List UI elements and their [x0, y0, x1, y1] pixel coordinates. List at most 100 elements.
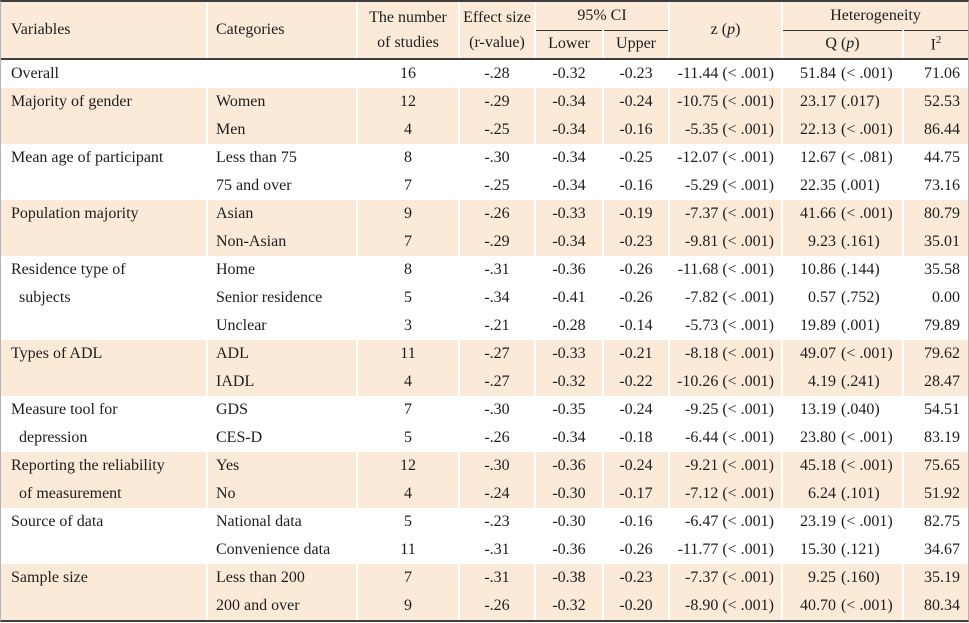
cell-n-studies: 7 — [356, 172, 459, 200]
cell-category: Convenience data — [206, 536, 357, 564]
cell-z-p: -6.44 (< .001) — [668, 424, 783, 452]
cell-i-squared: 79.89 — [902, 312, 969, 340]
col-ci-upper: Upper — [601, 30, 670, 60]
cell-z-p: -12.07 (< .001) — [668, 144, 783, 172]
cell-i-squared: 86.44 — [902, 116, 969, 144]
cell-category: CES-D — [206, 424, 357, 452]
cell-category: Asian — [206, 200, 357, 228]
cell-ci-upper: -0.19 — [601, 200, 670, 228]
cell-i-squared: 83.19 — [902, 424, 969, 452]
table-row: 75 and over 7 -.25 -0.34 -0.16 -5.29 (< .001)… — [1, 172, 969, 200]
table-row: CES-D 5 -.26 -0.34 -0.18 -6.44 (< .001) 23.80(… — [1, 424, 969, 452]
cell-n-studies: 5 — [356, 424, 459, 452]
col-z-p: z (p) — [668, 2, 783, 60]
cell-ci-lower: -0.34 — [534, 116, 603, 144]
table-row: Source of data National data 5 -.23 -0.30 -0.… — [1, 508, 969, 564]
cell-ci-upper: -0.24 — [601, 452, 670, 480]
cell-effect-size: -.30 — [458, 396, 535, 424]
cell-z-p: -10.75 (< .001) — [668, 88, 783, 116]
cell-q-p: 49.07 (< .001) — [781, 340, 904, 368]
cell-n-studies: 4 — [356, 116, 459, 144]
cell-ci-lower: -0.41 — [534, 284, 603, 312]
cell-z-p: -5.29 (< .001) — [668, 172, 783, 200]
cell-n-studies: 9 — [356, 592, 459, 620]
cell-z-p: -7.37 (< .001) — [668, 564, 783, 592]
cell-n-studies: 4 — [356, 480, 459, 508]
cell-ci-lower: -0.34 — [534, 88, 603, 116]
cell-effect-size: -.21 — [458, 312, 535, 340]
table-row: Residence type of subjects Home 8 -.31 -0.36-… — [1, 256, 969, 340]
cell-z-p: -9.25 (< .001) — [668, 396, 783, 424]
cell-q-p: 45.18 (< .001) — [781, 452, 904, 480]
cell-ci-upper: -0.23 — [601, 228, 670, 256]
cell-i-squared: 79.62 — [902, 340, 969, 368]
cell-effect-size: -.31 — [458, 564, 535, 592]
cell-category: GDS — [206, 396, 357, 424]
cell-q-p: 40.70 (< .001) — [781, 592, 904, 620]
cell-z-p: -11.77 (< .001) — [668, 536, 783, 564]
cell-i-squared: 35.01 — [902, 228, 969, 256]
cell-category: Senior residence — [206, 284, 357, 312]
cell-n-studies: 9 — [356, 200, 459, 228]
cell-variable: Population majority — [1, 200, 207, 256]
cell-n-studies: 11 — [356, 536, 459, 564]
cell-ci-upper: -0.17 — [601, 480, 670, 508]
cell-ci-upper: -0.26 — [601, 284, 670, 312]
cell-variable: Residence type of subjects — [1, 256, 207, 340]
col-categories: Categories — [206, 2, 357, 60]
cell-effect-size: -.25 — [458, 116, 535, 144]
cell-effect-size: -.31 — [458, 536, 535, 564]
cell-ci-lower: -0.34 — [534, 424, 603, 452]
cell-ci-lower: -0.36 — [534, 256, 603, 284]
cell-i-squared: 34.67 — [902, 536, 969, 564]
cell-q-p: 23.19 (< .001) — [781, 508, 904, 536]
table-row: Sample size Less than 200 7 -.31 -0.38 -0.23-… — [1, 564, 969, 620]
cell-category: Less than 75 — [206, 144, 357, 172]
cell-ci-upper: -0.16 — [601, 116, 670, 144]
cell-ci-lower: -0.36 — [534, 536, 603, 564]
cell-i-squared: 71.06 — [902, 59, 969, 88]
table-row: Non-Asian 7 -.29 -0.34 -0.23 -9.81 (< .001) 9.… — [1, 228, 969, 256]
cell-variable: Sample size — [1, 564, 207, 620]
cell-i-squared: 54.51 — [902, 396, 969, 424]
cell-n-studies: 7 — [356, 564, 459, 592]
cell-effect-size: -.26 — [458, 592, 535, 620]
cell-n-studies: 8 — [356, 256, 459, 284]
col-num-studies: The number of studies — [356, 2, 459, 60]
col-ci-lower: Lower — [534, 30, 603, 60]
cell-z-p: -8.90 (< .001) — [668, 592, 783, 620]
cell-n-studies: 5 — [356, 284, 459, 312]
table-header: Variables Categories The number of studi… — [1, 2, 969, 60]
cell-category: 200 and over — [206, 592, 357, 620]
cell-effect-size: -.24 — [458, 480, 535, 508]
table-row: Reporting the reliability of measurement Y… — [1, 452, 969, 508]
cell-i-squared: 51.92 — [902, 480, 969, 508]
cell-z-p: -5.35 (< .001) — [668, 116, 783, 144]
col-q-p: Q (p) — [781, 30, 904, 60]
cell-q-p: 13.19 (.040) — [781, 396, 904, 424]
cell-ci-lower: -0.33 — [534, 200, 603, 228]
cell-variable: Reporting the reliability of measurement — [1, 452, 207, 508]
table-row: Measure tool for depression GDS 7 -.30 -0.35-… — [1, 396, 969, 452]
cell-effect-size: -.27 — [458, 340, 535, 368]
cell-ci-lower: -0.33 — [534, 340, 603, 368]
cell-ci-lower: -0.35 — [534, 396, 603, 424]
cell-effect-size: -.25 — [458, 172, 535, 200]
cell-effect-size: -.34 — [458, 284, 535, 312]
cell-n-studies: 11 — [356, 340, 459, 368]
cell-ci-upper: -0.24 — [601, 88, 670, 116]
cell-i-squared: 73.16 — [902, 172, 969, 200]
cell-i-squared: 75.65 — [902, 452, 969, 480]
table-row: IADL 4 -.27 -0.32 -0.22 -10.26 (< .001) 4.19 (.… — [1, 368, 969, 396]
cell-q-p: 22.13 (< .001) — [781, 116, 904, 144]
cell-ci-lower: -0.38 — [534, 564, 603, 592]
cell-q-p: 10.86 (.144) — [781, 256, 904, 284]
cell-q-p: 6.24 (.101) — [781, 480, 904, 508]
cell-z-p: -7.37 (< .001) — [668, 200, 783, 228]
cell-category: Women — [206, 88, 357, 116]
cell-q-p: 41.66 (< .001) — [781, 200, 904, 228]
cell-q-p: 4.19 (.241) — [781, 368, 904, 396]
col-i-squared: I2 — [902, 30, 969, 60]
